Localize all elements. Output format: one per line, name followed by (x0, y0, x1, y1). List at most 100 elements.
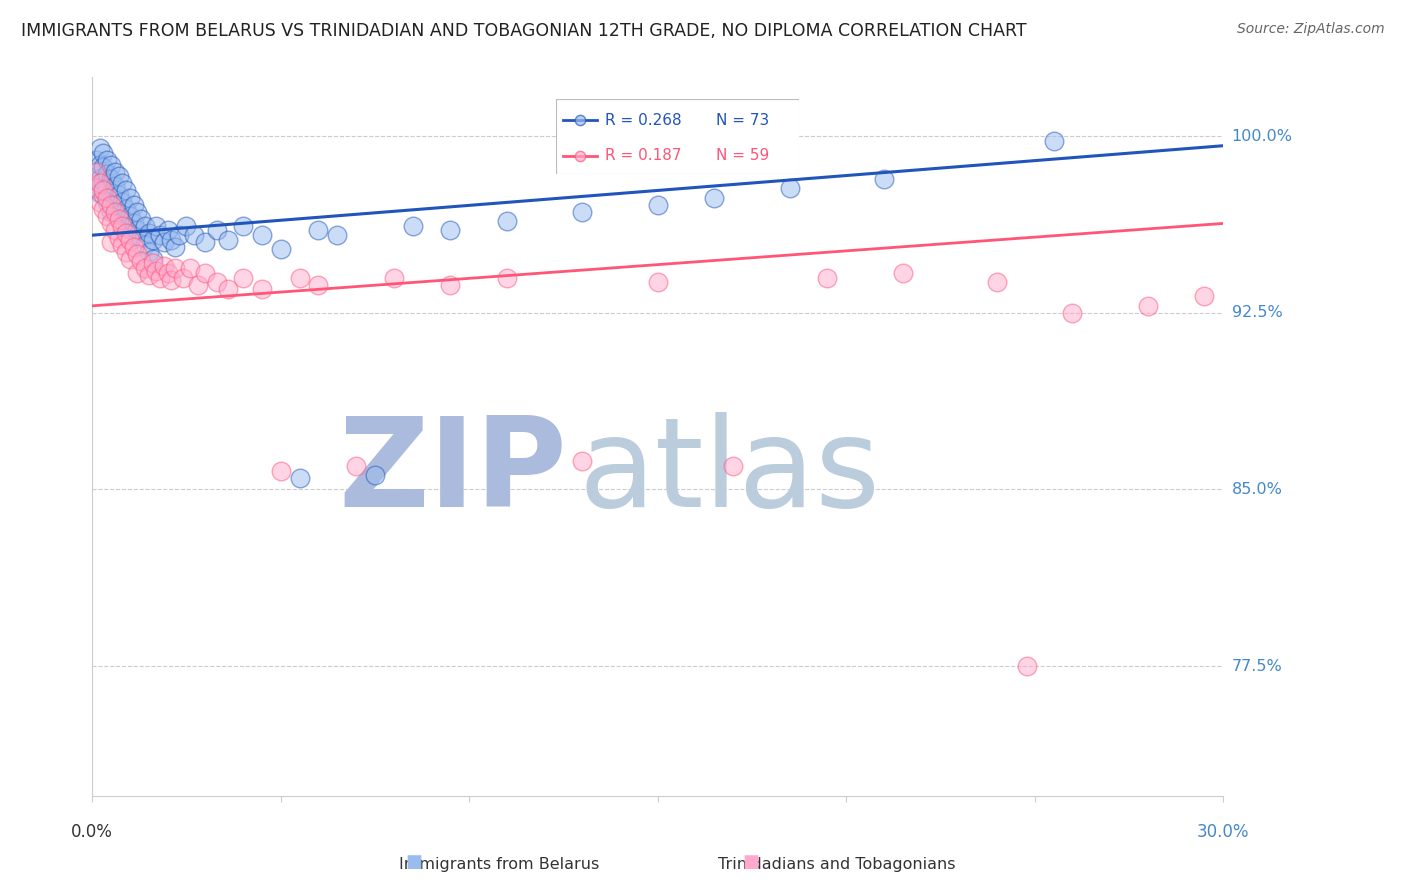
Point (439, 223, 461, 237)
Point (104, 178, 127, 193)
Point (141, 256, 163, 270)
Point (93, 174, 115, 188)
Text: 0.0%: 0.0% (72, 823, 112, 841)
Text: atlas: atlas (578, 412, 880, 533)
Point (138, 268, 160, 283)
Point (149, 270, 172, 285)
Point (107, 188, 129, 202)
Point (129, 254, 152, 268)
Point (183, 228, 205, 243)
Point (96, 153, 118, 167)
Text: ZIP: ZIP (339, 412, 567, 533)
Point (165, 261, 187, 276)
Point (307, 277, 329, 292)
Point (111, 195, 134, 210)
Point (571, 204, 593, 219)
Point (703, 190, 725, 204)
Point (107, 169, 129, 184)
Point (149, 228, 172, 243)
Point (270, 464, 292, 478)
Text: 77.5%: 77.5% (1232, 658, 1282, 673)
Point (156, 223, 179, 237)
Text: Immigrants from Belarus: Immigrants from Belarus (399, 857, 599, 872)
Point (891, 266, 914, 280)
Point (104, 197, 127, 211)
Point (364, 468, 387, 483)
Point (89, 177, 111, 191)
Point (326, 228, 349, 243)
Point (217, 282, 239, 296)
Text: 100.0%: 100.0% (1232, 128, 1292, 144)
Point (232, 270, 254, 285)
Point (1194, 289, 1216, 303)
Point (779, 181, 801, 195)
Point (179, 261, 201, 276)
Point (250, 282, 273, 296)
Point (107, 207, 129, 221)
Point (100, 204, 122, 219)
Point (647, 197, 669, 211)
Text: ■: ■ (742, 853, 759, 871)
Point (96, 181, 118, 195)
Point (96, 167, 118, 181)
Point (93, 184, 115, 198)
Text: Source: ZipAtlas.com: Source: ZipAtlas.com (1237, 22, 1385, 37)
Point (141, 233, 163, 247)
Point (115, 202, 138, 217)
Point (129, 230, 152, 244)
Point (986, 275, 1008, 289)
Point (104, 164, 127, 178)
Point (84, 164, 107, 178)
Point (156, 266, 179, 280)
Point (104, 204, 127, 219)
Point (288, 471, 311, 485)
Point (84, 181, 107, 195)
Point (496, 214, 519, 228)
Point (89, 186, 111, 200)
Point (344, 458, 367, 473)
Point (96, 195, 118, 210)
Point (96, 210, 118, 224)
Point (127, 204, 149, 219)
Text: IMMIGRANTS FROM BELARUS VS TRINIDADIAN AND TOBAGONIAN 12TH GRADE, NO DIPLOMA COR: IMMIGRANTS FROM BELARUS VS TRINIDADIAN A… (21, 22, 1026, 40)
Point (250, 228, 273, 243)
Point (115, 184, 138, 198)
Point (100, 197, 122, 211)
Point (104, 223, 127, 237)
Point (89, 171, 111, 186)
Point (122, 216, 145, 230)
Point (93, 188, 115, 202)
Text: 92.5%: 92.5% (1232, 305, 1282, 320)
Point (134, 219, 156, 233)
Point (118, 190, 141, 204)
Text: 85.0%: 85.0% (1232, 482, 1282, 497)
Point (122, 197, 145, 211)
Point (288, 270, 311, 285)
Point (1017, 659, 1039, 673)
Point (111, 177, 134, 191)
Point (127, 247, 149, 261)
Point (217, 233, 239, 247)
Point (307, 223, 329, 237)
Point (232, 219, 254, 233)
Point (571, 454, 593, 468)
Point (111, 214, 134, 228)
Point (187, 277, 209, 292)
Point (107, 211, 129, 226)
Point (141, 252, 163, 266)
Point (93, 160, 115, 174)
Point (721, 458, 744, 473)
Point (382, 270, 405, 285)
Point (647, 275, 669, 289)
Point (100, 235, 122, 250)
Point (1062, 306, 1084, 320)
Point (118, 252, 141, 266)
Point (815, 270, 838, 285)
Point (153, 259, 176, 273)
Point (160, 273, 183, 287)
Point (401, 219, 423, 233)
Point (115, 226, 138, 240)
Point (93, 145, 115, 160)
Point (172, 270, 194, 285)
Point (194, 266, 217, 280)
